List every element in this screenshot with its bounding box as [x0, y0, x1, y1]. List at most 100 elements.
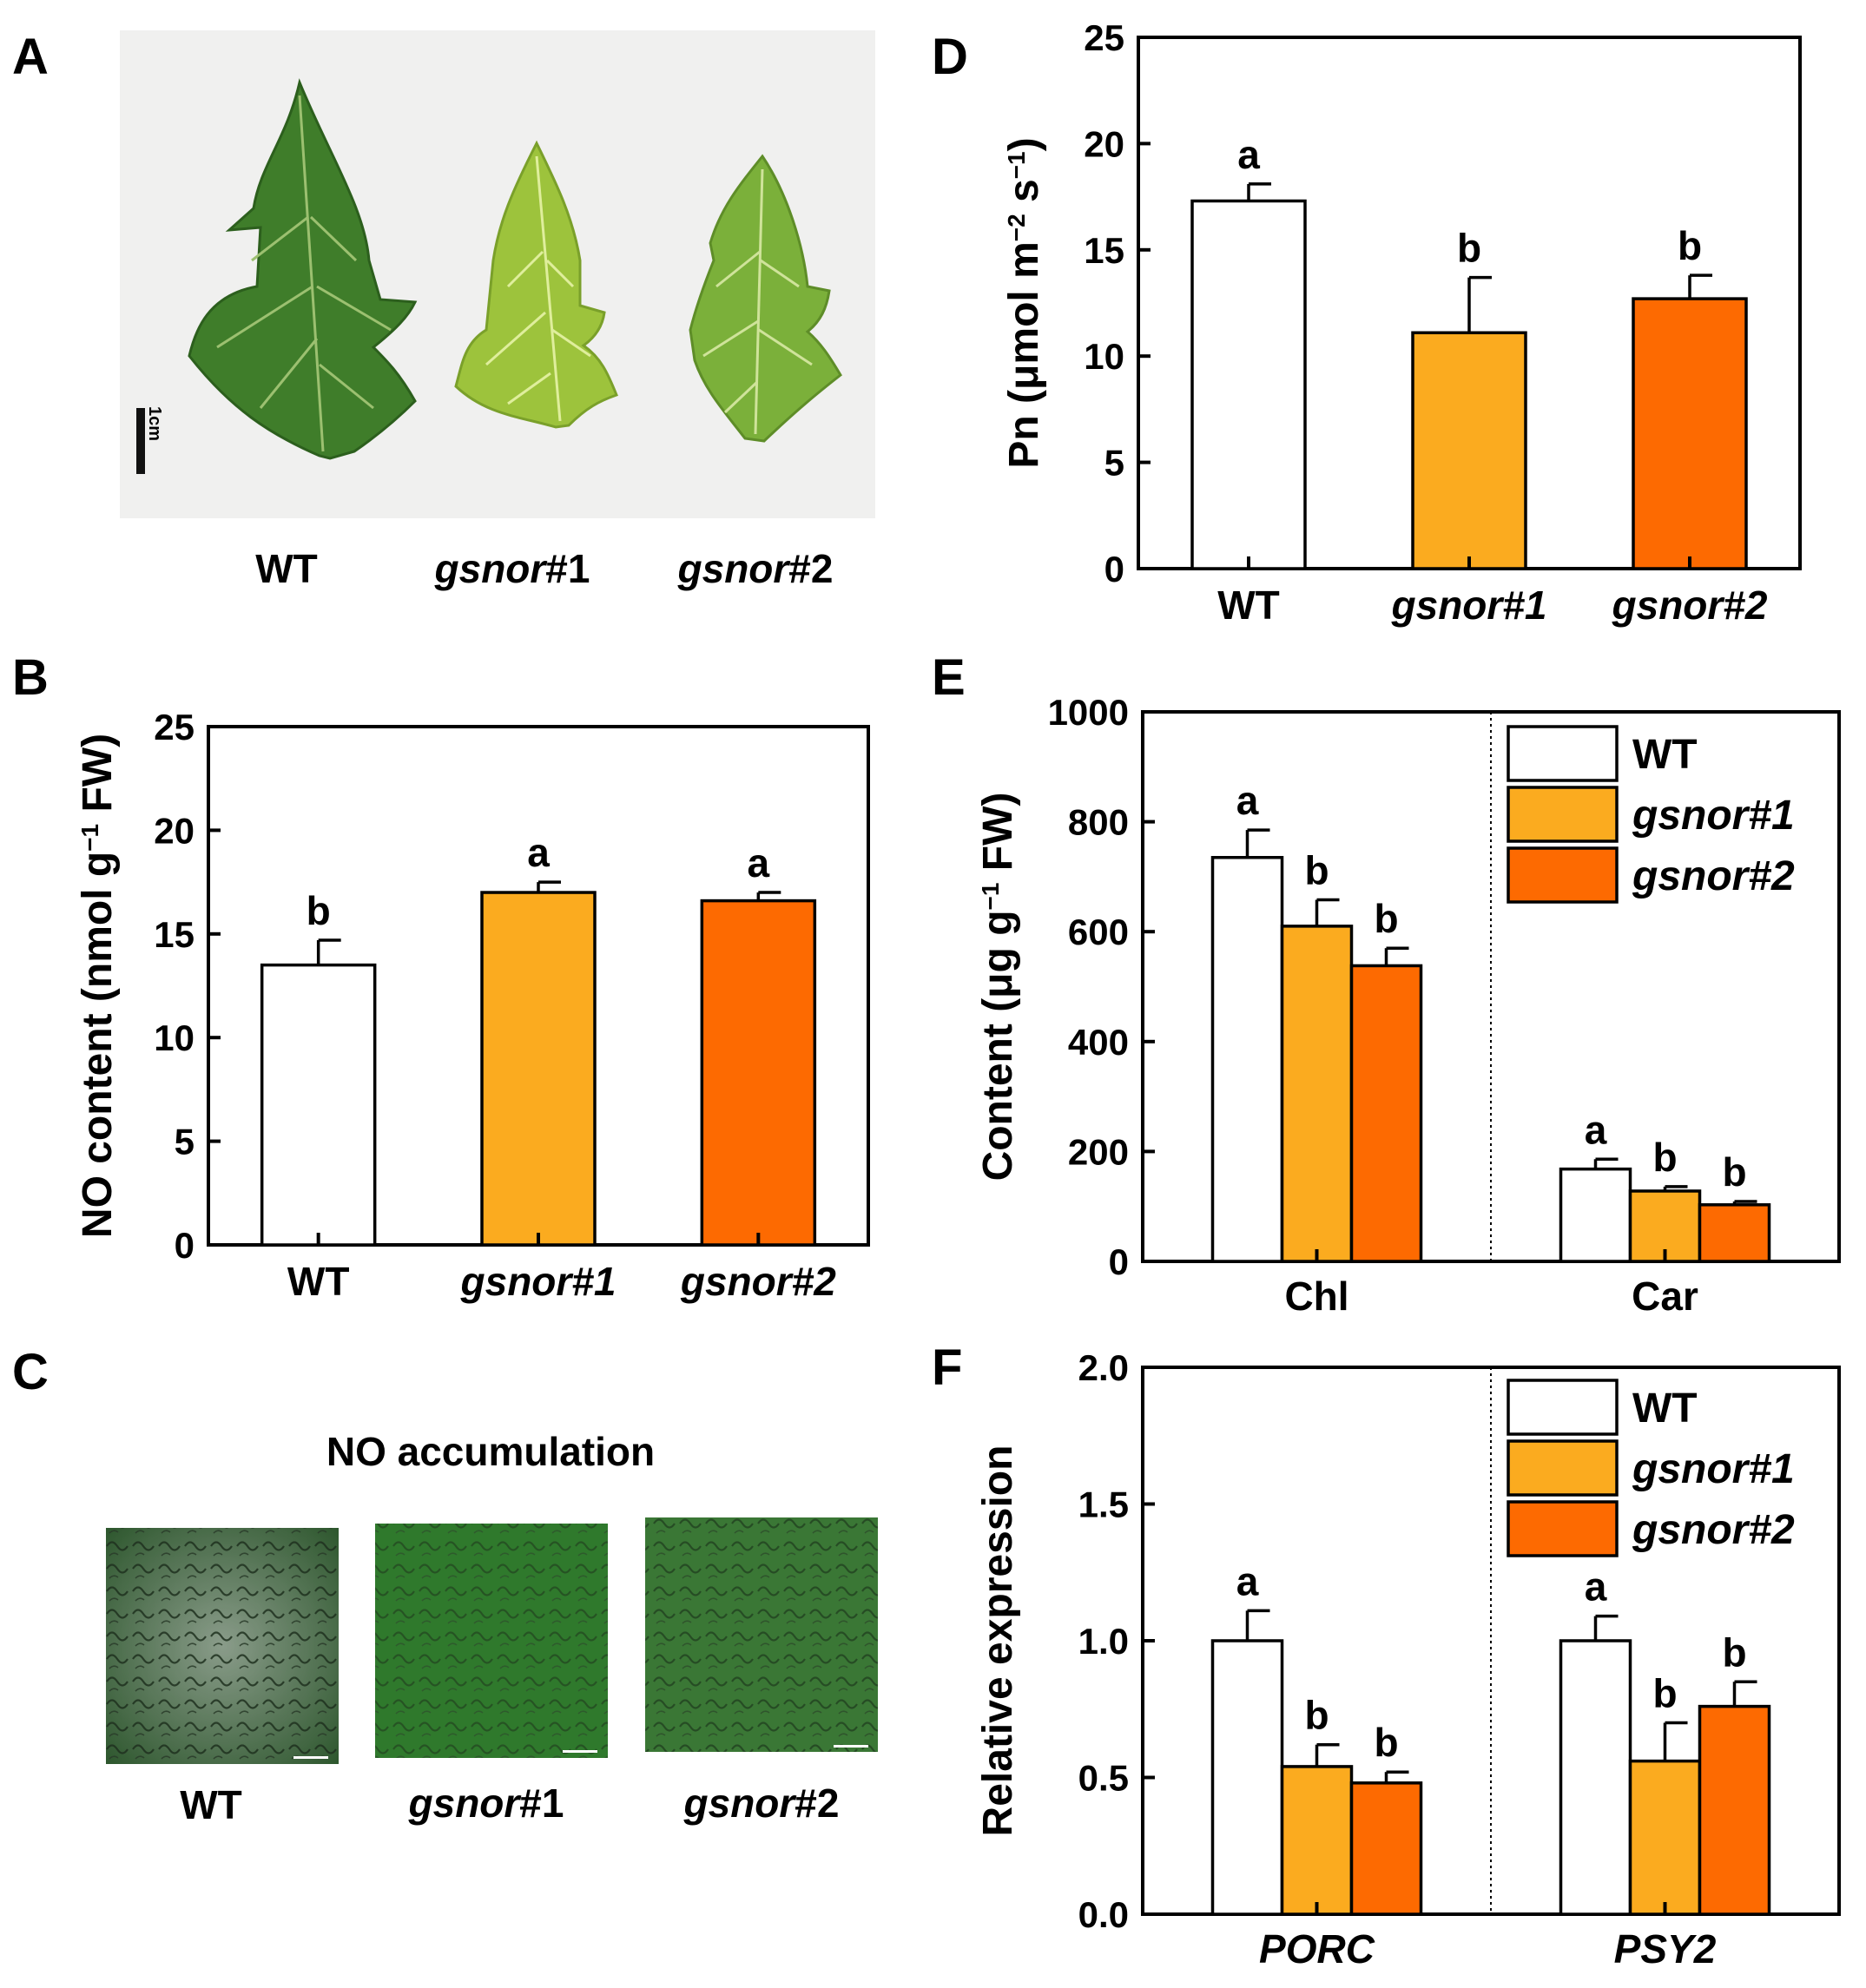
significance-letter: a	[748, 840, 770, 885]
significance-letter: b	[307, 888, 331, 933]
significance-letter: b	[1652, 1135, 1677, 1180]
legend-swatch-wt	[1507, 725, 1619, 782]
bar-gsnor1	[480, 891, 597, 1247]
panel-c-title: NO accumulation	[326, 1429, 655, 1474]
y-tick-label: 15	[154, 914, 195, 955]
x-tick-label: Car	[1632, 1274, 1698, 1319]
micrograph-label-wt: WT	[180, 1782, 242, 1827]
significance-letter: b	[1304, 1693, 1329, 1738]
y-axis-title: NO content (nmol g−1 FW)	[75, 734, 121, 1238]
y-tick-label: 0	[1104, 549, 1124, 589]
leaf-label-gsnor1: gsnor#1	[434, 546, 590, 591]
significance-letter: b	[1304, 847, 1329, 892]
y-tick-label: 0.0	[1078, 1894, 1129, 1935]
panel-f-letter: F	[932, 1340, 962, 1396]
y-axis-title-text: NO content (nmol g	[75, 852, 121, 1238]
leaf-gsnor2-image	[689, 154, 842, 443]
bar-gsnor1	[1411, 331, 1527, 570]
x-tick-label: gsnor#2	[680, 1259, 836, 1304]
significance-letter: a	[1237, 132, 1260, 177]
y-tick-label: 1.0	[1078, 1621, 1129, 1662]
bar-car-gsnor2	[1698, 1203, 1771, 1263]
y-axis-title-superscript: −1	[76, 824, 103, 852]
y-tick-label: 25	[1084, 17, 1124, 58]
bar-porc-gsnor2	[1349, 1781, 1423, 1916]
y-tick-label: 20	[154, 810, 195, 851]
bar-chl-wt	[1210, 855, 1284, 1263]
y-tick-label: 200	[1068, 1131, 1129, 1172]
panel-b-letter: B	[12, 649, 49, 706]
panel-e-letter: E	[932, 649, 966, 706]
leaf-gsnor1-image	[454, 140, 618, 429]
bar-porc-gsnor1	[1280, 1765, 1354, 1916]
bar-chl-gsnor1	[1280, 925, 1354, 1263]
micrograph-gsnor1	[375, 1524, 608, 1758]
x-tick-label: gsnor#2	[1612, 583, 1768, 628]
y-axis-title-text: FW)	[75, 734, 121, 824]
legend-label: gsnor#2	[1632, 853, 1795, 899]
x-tick-label: Chl	[1284, 1274, 1348, 1319]
y-tick-label: 20	[1084, 123, 1124, 164]
micrograph-wt	[106, 1528, 339, 1764]
significance-letter: b	[1457, 226, 1481, 271]
bar-gsnor2	[700, 899, 817, 1247]
micrograph-label-gsnor1: gsnor#1	[408, 1781, 564, 1826]
y-axis-title-text: Pn (μmol m	[1001, 241, 1047, 468]
y-tick-label: 0.5	[1078, 1758, 1129, 1799]
legend-swatch-gsnor1	[1507, 1439, 1619, 1497]
chart-f-relative-expression: 0.00.51.01.52.0abbPORCabbPSY2WTgsnor#1gs…	[975, 1347, 1841, 1972]
y-axis-title-text: )	[1001, 137, 1047, 151]
bar-porc-wt	[1210, 1639, 1284, 1916]
significance-letter: a	[527, 830, 550, 875]
y-axis-title-text: s	[1001, 179, 1047, 214]
y-axis-title-text: Content (μg g	[975, 910, 1021, 1181]
legend-label: WT	[1632, 1386, 1698, 1432]
panel-a-letter: A	[12, 29, 49, 85]
leaf-wt-image	[188, 78, 418, 460]
y-tick-label: 0	[175, 1225, 195, 1266]
micrograph-gsnor2	[645, 1517, 878, 1752]
y-axis-title: Content (μg g−1 FW)	[975, 793, 1021, 1182]
y-tick-label: 800	[1068, 802, 1129, 843]
significance-letter: b	[1722, 1629, 1746, 1675]
panel-a: A 1cm WT gsnor#1 gsnor#2	[12, 29, 875, 591]
x-tick-label: PORC	[1259, 1926, 1375, 1972]
y-tick-label: 15	[1084, 230, 1124, 271]
y-tick-label: 1000	[1048, 692, 1129, 733]
scale-bar-label: 1cm	[145, 406, 164, 441]
y-tick-label: 600	[1068, 912, 1129, 952]
legend-swatch-gsnor2	[1507, 1500, 1619, 1557]
y-tick-label: 0	[1109, 1241, 1129, 1282]
legend-label: WT	[1632, 732, 1698, 778]
legend-label: gsnor#1	[1632, 793, 1795, 839]
y-tick-label: 1.5	[1078, 1484, 1129, 1525]
bar-gsnor2	[1632, 297, 1748, 570]
y-tick-label: 25	[154, 707, 195, 747]
bar-WT	[1190, 199, 1307, 570]
bar-psy2-wt	[1559, 1639, 1632, 1916]
y-axis-title-text: FW)	[975, 793, 1021, 883]
bar-chl-gsnor2	[1349, 964, 1423, 1263]
chart-b-no-content: 0 5 10 15 20 25 b WT a gsnor#1 a gsnor#2 NO content …	[75, 707, 870, 1304]
bar-psy2-gsnor2	[1698, 1704, 1771, 1916]
y-tick-label: 10	[1084, 336, 1124, 377]
panel-c-letter: C	[12, 1344, 49, 1400]
bar-WT	[260, 963, 377, 1247]
significance-letter: a	[1585, 1107, 1607, 1152]
y-axis-title-superscript: −2	[1003, 214, 1030, 241]
x-tick-label: PSY2	[1614, 1926, 1717, 1972]
significance-letter: b	[1678, 223, 1702, 268]
y-axis-title: Pn (μmol m−2 s−1)	[1001, 137, 1047, 468]
significance-letter: b	[1722, 1149, 1746, 1195]
legend-swatch-wt	[1507, 1379, 1619, 1436]
significance-letter: a	[1236, 1558, 1259, 1603]
panel-c: C NO accumulation WT gsnor#1 gsnor#2	[12, 1344, 878, 1827]
legend-swatch-gsnor1	[1507, 786, 1619, 843]
micrograph-label-gsnor2: gsnor#2	[683, 1781, 840, 1826]
bar-car-wt	[1559, 1167, 1632, 1263]
significance-letter: a	[1236, 778, 1259, 823]
scale-bar	[136, 408, 145, 474]
y-tick-label: 400	[1068, 1022, 1129, 1063]
